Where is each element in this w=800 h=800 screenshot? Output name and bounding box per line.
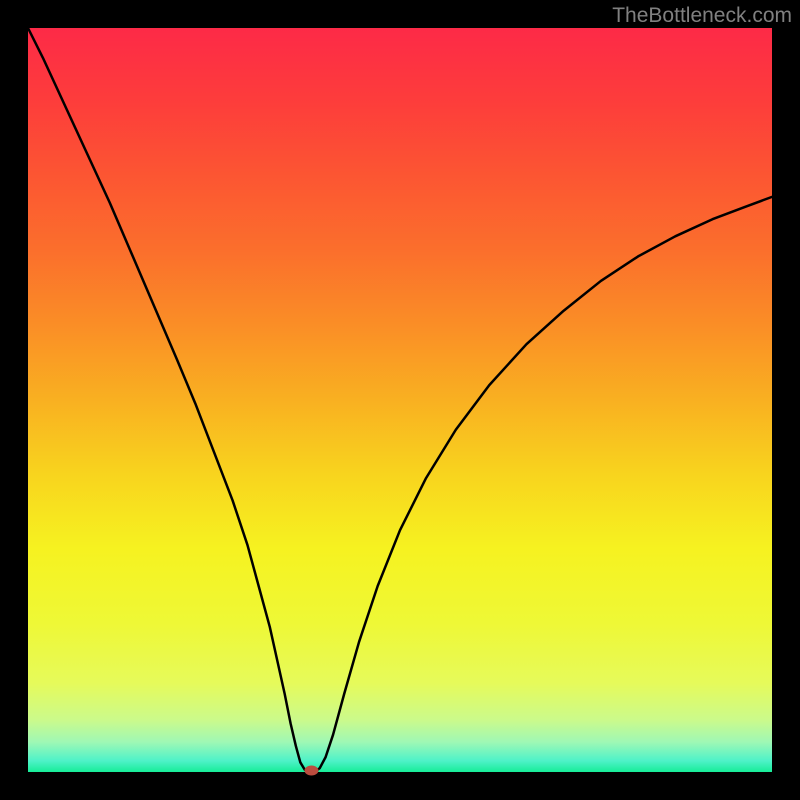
optimal-point-marker — [304, 766, 318, 776]
chart-container: TheBottleneck.com — [0, 0, 800, 800]
watermark-text: TheBottleneck.com — [612, 4, 792, 28]
bottleneck-chart — [0, 0, 800, 800]
